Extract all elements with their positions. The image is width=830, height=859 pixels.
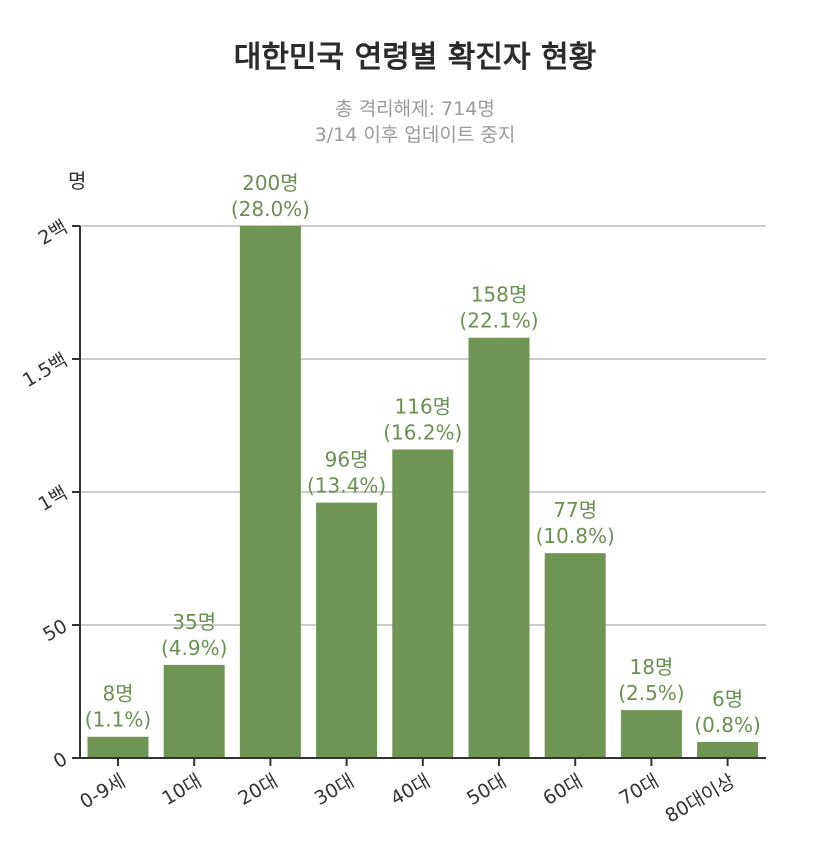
x-tick-label: 0-9세: [76, 770, 129, 813]
x-tick-label: 50대: [463, 770, 510, 810]
x-tick-label: 30대: [311, 770, 358, 810]
bar-value-label: 77명: [553, 498, 597, 522]
bar-percent-label: (4.9%): [161, 636, 227, 660]
y-tick-label: 50: [39, 615, 71, 646]
bar: [163, 664, 225, 758]
bar: [544, 553, 606, 758]
bar-percent-label: (1.1%): [85, 708, 151, 732]
bar-value-label: 35명: [172, 610, 216, 634]
chart-title: 대한민국 연령별 확진자 현황: [233, 40, 597, 75]
bar: [697, 742, 759, 758]
bar-value-label: 18명: [629, 655, 673, 679]
y-tick-label: 0: [50, 748, 71, 773]
bar: [620, 710, 682, 758]
bar: [392, 449, 454, 758]
x-tick-label: 20대: [235, 770, 282, 810]
x-tick-label: 40대: [387, 770, 434, 810]
bar: [87, 736, 149, 758]
y-tick-label: 1.5백: [19, 349, 71, 392]
bar-percent-label: (28.0%): [231, 197, 310, 221]
bar-percent-label: (2.5%): [618, 681, 684, 705]
x-tick-label: 10대: [158, 770, 205, 810]
y-tick-label: 2백: [35, 216, 72, 250]
chart-subtitle: 총 격리해제: 714명 3/14 이후 업데이트 중지: [0, 96, 830, 148]
bar: [239, 226, 301, 758]
bar: [316, 502, 378, 758]
y-tick-label: 1백: [35, 482, 72, 516]
x-tick-label: 70대: [616, 770, 663, 810]
bar-value-label: 6명: [712, 687, 743, 711]
bar-percent-label: (13.4%): [307, 474, 386, 498]
x-tick-label: 80대이상: [661, 770, 738, 827]
bar-value-label: 116명: [395, 394, 452, 418]
bar-labels: 8명(1.1%) 35명(4.9%) 200명(28.0%) 96명(13.4%) 11…: [85, 171, 761, 737]
bar-percent-label: (10.8%): [536, 524, 615, 548]
y-axis-label: 명: [68, 169, 86, 193]
bar-percent-label: (0.8%): [694, 713, 760, 737]
subtitle-line-total: 총 격리해제: 714명: [335, 98, 495, 120]
bars: [87, 226, 759, 758]
bar-value-label: 8명: [102, 682, 133, 706]
bar-value-label: 158명: [471, 283, 528, 307]
bar-value-label: 96명: [325, 448, 369, 472]
bar-percent-label: (16.2%): [383, 420, 462, 444]
subtitle-line-update: 3/14 이후 업데이트 중지: [314, 124, 516, 146]
bar: [468, 337, 530, 758]
bar-percent-label: (22.1%): [459, 309, 538, 333]
bar-value-label: 200명: [242, 171, 299, 195]
x-tick-label: 60대: [539, 770, 586, 810]
